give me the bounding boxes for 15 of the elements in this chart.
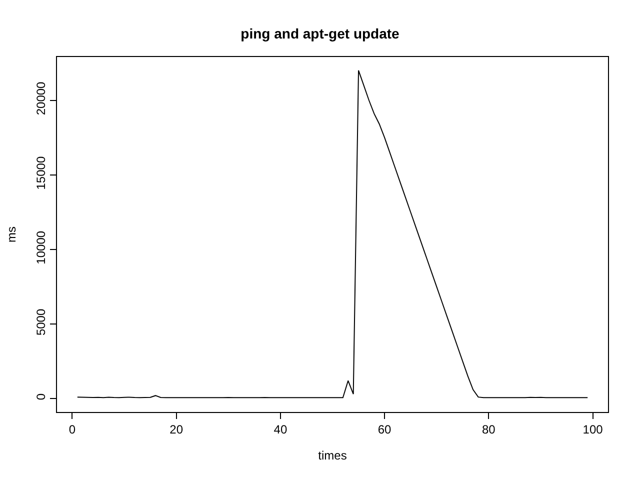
y-tick-label: 5000 bbox=[34, 308, 48, 336]
line-series bbox=[76, 70, 588, 398]
x-tick-label: 60 bbox=[378, 422, 392, 436]
chart-title: ping and apt-get update bbox=[240, 26, 400, 42]
y-tick-label: 15000 bbox=[34, 156, 48, 190]
x-tick-label: 20 bbox=[170, 422, 184, 436]
y-tick-label: 20000 bbox=[34, 81, 48, 116]
y-tick-label: 0 bbox=[34, 393, 48, 400]
x-tick-label: 80 bbox=[482, 422, 496, 436]
x-axis-title: times bbox=[318, 448, 347, 462]
x-tick-label: 0 bbox=[68, 422, 76, 436]
y-tick-label: 10000 bbox=[34, 230, 48, 264]
x-tick-label: 40 bbox=[274, 422, 288, 436]
x-tick-label: 100 bbox=[582, 422, 604, 436]
y-axis-title: ms bbox=[4, 226, 18, 242]
